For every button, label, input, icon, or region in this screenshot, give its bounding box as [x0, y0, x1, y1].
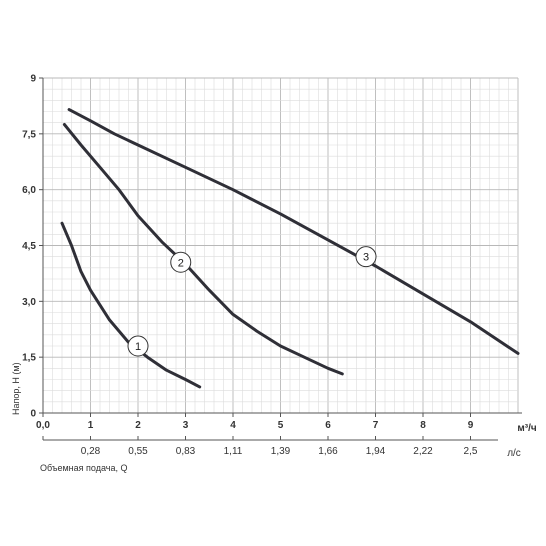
series-label-1: 1 [135, 341, 141, 353]
x-ls-tick-label: 0,28 [81, 446, 101, 457]
tick-labels: 0 1,5 3,0 4,5 6,0 7,5 9 0,0 1 2 3 4 5 6 7 8 9 0,28 0,55 0,8… [22, 74, 478, 458]
x-axis-title: Объемная подача, Q [40, 463, 127, 473]
series-line-2 [62, 123, 344, 376]
x-tick-label: 4 [230, 420, 236, 431]
series-line-1 [60, 221, 202, 389]
x-ls-tick-label: 2,5 [464, 446, 478, 457]
x-tick-label: 9 [468, 420, 474, 431]
x-unit-ls: л/с [507, 448, 521, 459]
y-tick-label: 1,5 [22, 353, 36, 364]
x-unit-m3h: м³/ч [517, 423, 537, 434]
x-tick-label: 2 [135, 420, 141, 431]
x-tick-label: 3 [183, 420, 189, 431]
x-ls-tick-label: 2,22 [413, 446, 433, 457]
series-marker-3 [355, 246, 377, 268]
y-tick-label: 0 [30, 409, 36, 420]
x-ls-tick-label: 1,66 [318, 446, 338, 457]
series-line-3 [67, 108, 520, 355]
x-ls-tick-label: 1,11 [224, 446, 243, 457]
x-tick-label: 1 [88, 420, 94, 431]
y-tick-label: 6,0 [22, 185, 36, 196]
grid [42, 77, 519, 414]
y-tick-label: 4,5 [22, 241, 36, 252]
x-ls-tick-label: 1,94 [366, 446, 386, 457]
y-tick-label: 3,0 [22, 297, 36, 308]
x-ls-tick-label: 0,83 [176, 446, 196, 457]
series-label-3: 3 [363, 252, 369, 264]
x-ls-tick-label: 1,39 [271, 446, 291, 457]
x-tick-label: 7 [373, 420, 379, 431]
x-tick-label: 5 [278, 420, 284, 431]
series-marker-1 [127, 335, 149, 357]
x-tick-label: 6 [325, 420, 331, 431]
x-ls-tick-label: 0,55 [128, 446, 148, 457]
series-label-2: 2 [178, 257, 184, 269]
x-tick-label: 0,0 [36, 420, 50, 431]
y-tick-label: 9 [30, 74, 36, 85]
series-layer: 1 2 3 [60, 108, 520, 389]
x-tick-label: 8 [420, 420, 426, 431]
series-marker-2 [170, 251, 192, 273]
axes [39, 77, 522, 441]
y-axis-title: Напор, H (м) [11, 362, 21, 415]
y-tick-label: 7,5 [22, 129, 36, 140]
